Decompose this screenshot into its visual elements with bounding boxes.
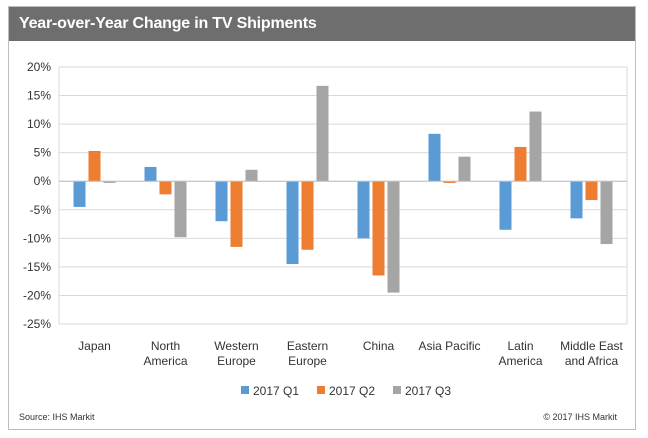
y-tick-label: -15%: [23, 260, 51, 274]
bar: [73, 181, 86, 207]
chart-title: Year-over-Year Change in TV Shipments: [19, 15, 317, 32]
bar: [570, 181, 583, 219]
y-tick-label: -5%: [30, 203, 52, 217]
y-tick-label: 10%: [27, 117, 51, 131]
bar: [215, 181, 228, 222]
y-tick-label: 0%: [34, 174, 52, 188]
x-tick-label: Middle East: [560, 339, 623, 353]
bar: [144, 166, 157, 182]
bar: [458, 156, 471, 182]
x-tick-label: North: [151, 339, 180, 353]
bar: [103, 181, 116, 183]
bar: [428, 133, 441, 182]
bar: [174, 181, 187, 238]
y-tick-label: 5%: [34, 146, 52, 160]
x-tick-label: Eastern: [287, 339, 328, 353]
x-tick-label: Japan: [78, 339, 111, 353]
bar: [357, 181, 370, 239]
x-tick-label: Europe: [288, 354, 327, 368]
x-tick-label: Latin: [507, 339, 533, 353]
x-tick-label: Western: [214, 339, 258, 353]
bar: [159, 181, 172, 195]
x-tick-label: and Africa: [565, 354, 619, 368]
bar: [372, 181, 385, 276]
bar: [585, 181, 598, 201]
chart-frame: Year-over-Year Change in TV Shipments 20…: [8, 6, 636, 430]
bar: [286, 181, 299, 265]
y-tick-label: 20%: [27, 60, 51, 74]
bar: [88, 150, 101, 182]
y-tick-label: 15%: [27, 89, 51, 103]
legend-swatch: [241, 386, 249, 394]
legend-swatch: [393, 386, 401, 394]
y-tick-label: -10%: [23, 231, 51, 245]
source-note: Source: IHS Markit: [19, 412, 95, 422]
legend-label: 2017 Q3: [405, 384, 451, 398]
bar: [316, 85, 329, 182]
x-tick-label: America: [498, 354, 542, 368]
bar: [443, 181, 456, 183]
bar: [499, 181, 512, 230]
x-tick-label: Europe: [217, 354, 256, 368]
copyright-note: © 2017 IHS Markit: [543, 412, 617, 422]
title-bar: Year-over-Year Change in TV Shipments: [9, 7, 635, 41]
legend-label: 2017 Q1: [253, 384, 299, 398]
legend-label: 2017 Q2: [329, 384, 375, 398]
bar: [301, 181, 314, 250]
bar: [600, 181, 613, 245]
bar: [387, 181, 400, 293]
bar-chart: 20% 15% 10% 5% 0% -5% -10% -15% -20% -25% Japan Nor…: [23, 60, 628, 398]
bar: [230, 181, 243, 247]
x-tick-label: America: [143, 354, 187, 368]
y-tick-label: -20%: [23, 288, 51, 302]
x-tick-label: Asia Pacific: [418, 339, 480, 353]
bar: [514, 146, 527, 182]
x-tick-label: China: [363, 339, 395, 353]
bar: [245, 169, 258, 182]
bar: [529, 111, 542, 182]
legend-swatch: [317, 386, 325, 394]
y-tick-label: -25%: [23, 317, 51, 331]
